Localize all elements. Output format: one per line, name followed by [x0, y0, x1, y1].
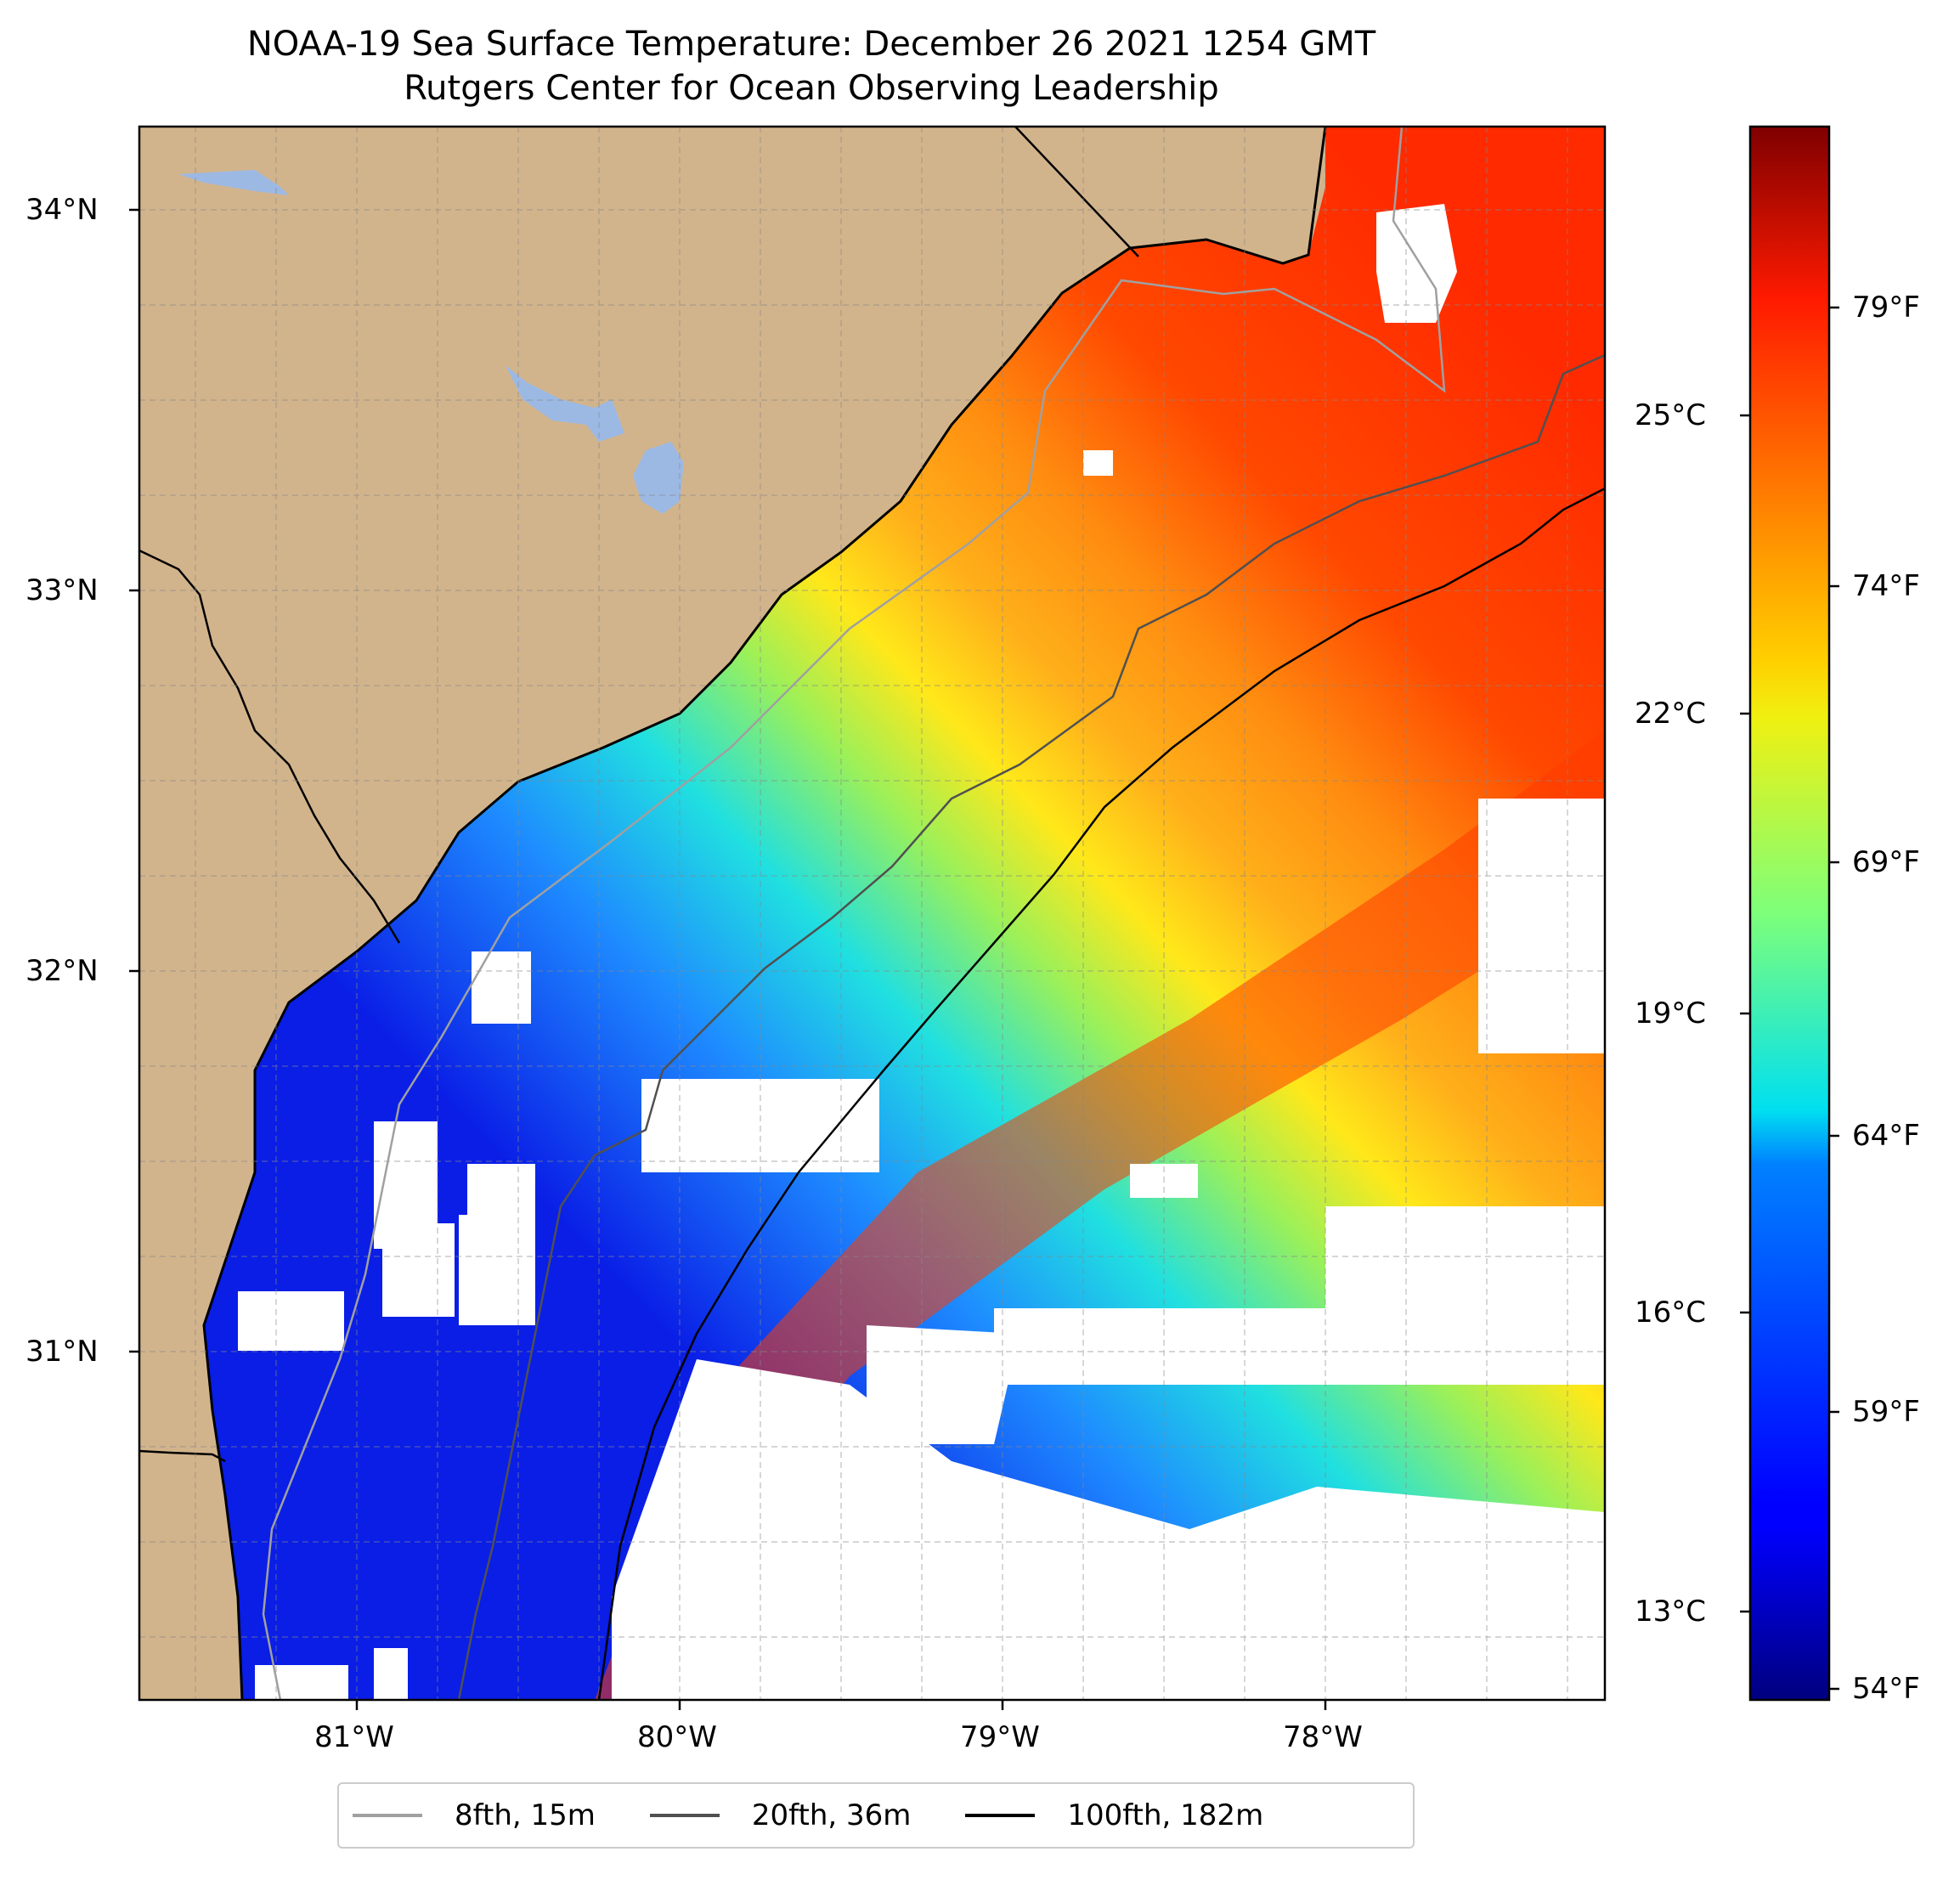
title-line-2: Rutgers Center for Ocean Observing Leade…	[404, 69, 1219, 108]
lat-tick-label: 33°N	[25, 573, 99, 607]
cloud-patch	[1083, 450, 1113, 476]
cloud-patch	[374, 1648, 408, 1700]
lat-tick-label: 31°N	[25, 1335, 99, 1369]
cloud-patch	[382, 1223, 455, 1317]
cloud-patch	[255, 1665, 348, 1700]
lon-tick-label: 80°W	[637, 1720, 717, 1754]
legend-label: 8fth, 15m	[455, 1798, 596, 1832]
isobath-8fth	[262, 127, 1446, 1700]
legend-item-8fth: 8fth, 15m	[353, 1798, 596, 1832]
legend-swatch	[353, 1814, 422, 1817]
cloud-patch	[467, 1164, 535, 1223]
lon-tick-label: 81°W	[314, 1720, 394, 1754]
lake	[506, 365, 624, 442]
state-border	[1014, 127, 1139, 257]
legend-label: 20fth, 36m	[751, 1798, 912, 1832]
title-line-1: NOAA-19 Sea Surface Temperature: Decembe…	[246, 25, 1376, 64]
cloud-patch	[612, 1359, 1605, 1700]
lat-tick-label: 32°N	[25, 954, 99, 988]
cloud-mask	[238, 204, 1605, 1700]
colorbar-celsius-label: 16°C	[1635, 1296, 1707, 1330]
legend-swatch	[649, 1814, 720, 1817]
colorbar-fahrenheit-label: 79°F	[1852, 291, 1920, 325]
isobath-100fth	[597, 487, 1605, 1700]
colorbar-celsius-label: 22°C	[1635, 697, 1707, 731]
cloud-patch	[238, 1291, 344, 1351]
state-border	[139, 549, 401, 944]
gulf-stream-core	[595, 731, 1605, 1700]
legend-item-100fth: 100fth, 182m	[965, 1798, 1263, 1832]
lat-tick-label: 34°N	[25, 193, 99, 227]
colorbar-fahrenheit-label: 69°F	[1852, 845, 1920, 879]
land	[139, 127, 1325, 1700]
legend-label: 100fth, 182m	[1067, 1798, 1264, 1832]
colorbar-fahrenheit-label: 74°F	[1852, 569, 1920, 603]
cloud-patch	[994, 1308, 1605, 1385]
lake	[178, 170, 289, 195]
colorbar-ticks	[1740, 306, 1839, 1691]
coastline	[202, 127, 1327, 1700]
colorbar-fahrenheit-label: 54°F	[1852, 1672, 1920, 1706]
cloud-patch	[1478, 799, 1605, 1053]
cloud-patch	[1325, 1206, 1605, 1308]
colorbar-fahrenheit-label: 59°F	[1852, 1395, 1920, 1429]
lon-tick-label: 78°W	[1283, 1720, 1363, 1754]
colorbar-celsius-label: 25°C	[1635, 398, 1707, 432]
cloud-patch	[459, 1215, 535, 1325]
map-frame	[138, 125, 1607, 1702]
colorbar-fahrenheit-label: 64°F	[1852, 1119, 1920, 1153]
lake	[633, 442, 684, 514]
colorbar-celsius-label: 13°C	[1635, 1595, 1707, 1629]
legend-item-20fth: 20fth, 36m	[649, 1798, 912, 1832]
gridlines	[139, 127, 1605, 1700]
cloud-patch	[867, 1325, 1020, 1444]
lon-tick-label: 79°W	[960, 1720, 1040, 1754]
isobath-20fth	[457, 353, 1605, 1700]
axis-ticks	[129, 208, 1327, 1710]
isobath-legend: 8fth, 15m 20fth, 36m 100fth, 182m	[337, 1782, 1415, 1849]
cloud-patch	[472, 951, 531, 1024]
colorbar-celsius-label: 19°C	[1635, 996, 1707, 1030]
legend-swatch	[965, 1814, 1036, 1817]
colorbar	[1748, 125, 1831, 1702]
